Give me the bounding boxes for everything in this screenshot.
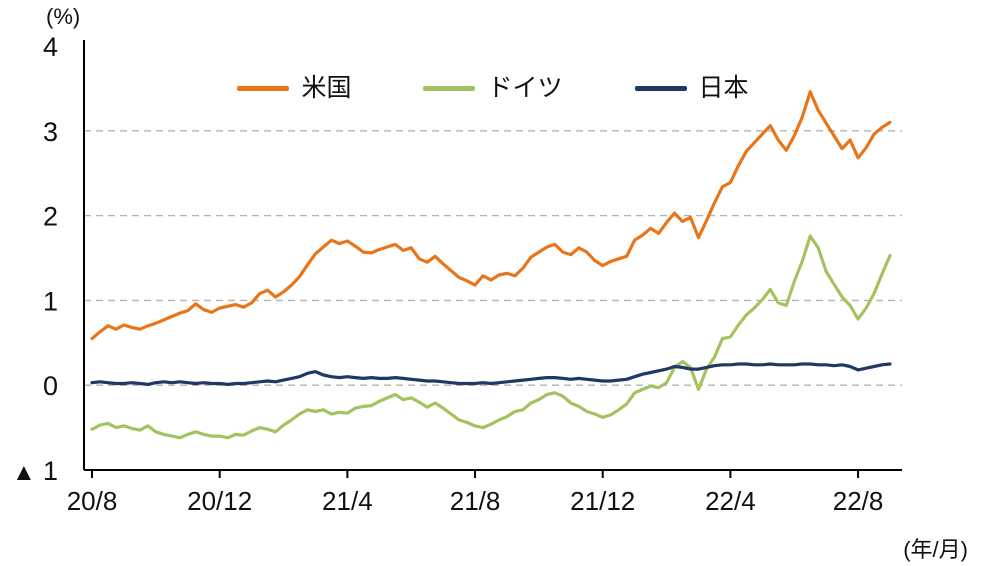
- y-tick-label: 1: [43, 456, 58, 486]
- legend-line-sample-japan: [634, 86, 687, 91]
- y-tick-label: 0: [43, 371, 58, 401]
- legend-label-us: 米国: [301, 74, 352, 102]
- x-tick-label: 22/8: [833, 486, 884, 516]
- x-tick-label: 20/12: [187, 486, 252, 516]
- x-tick-label: 22/4: [705, 486, 756, 516]
- legend-item-germany: ドイツ: [423, 74, 563, 102]
- legend-item-us: 米国: [237, 76, 351, 101]
- legend-line-sample-germany: [423, 86, 476, 91]
- legend-line-sample-us: [237, 86, 290, 91]
- y-tick-label: 1: [43, 286, 58, 316]
- y-tick-label: 4: [43, 32, 58, 62]
- series-line-2: [90, 362, 892, 386]
- y-tick-label: 2: [43, 202, 58, 232]
- legend-item-japan: 日本: [634, 74, 749, 102]
- y-tick-label: 3: [43, 117, 58, 147]
- x-tick-label: 21/8: [450, 486, 501, 516]
- legend: 米国 ドイツ 日本: [84, 76, 902, 101]
- legend-label-germany: ドイツ: [487, 74, 563, 102]
- y-tick-negative-marker: ▲: [12, 459, 36, 486]
- x-tick-label: 21/4: [322, 486, 373, 516]
- y-axis-unit-label: (%): [46, 4, 81, 29]
- x-tick-label: 21/12: [570, 486, 635, 516]
- legend-label-japan: 日本: [698, 74, 749, 102]
- x-tick-label: 20/8: [67, 486, 118, 516]
- series-line-1: [90, 234, 892, 440]
- x-axis-unit-label: (年/月): [903, 537, 968, 562]
- series-line-0: [90, 90, 892, 341]
